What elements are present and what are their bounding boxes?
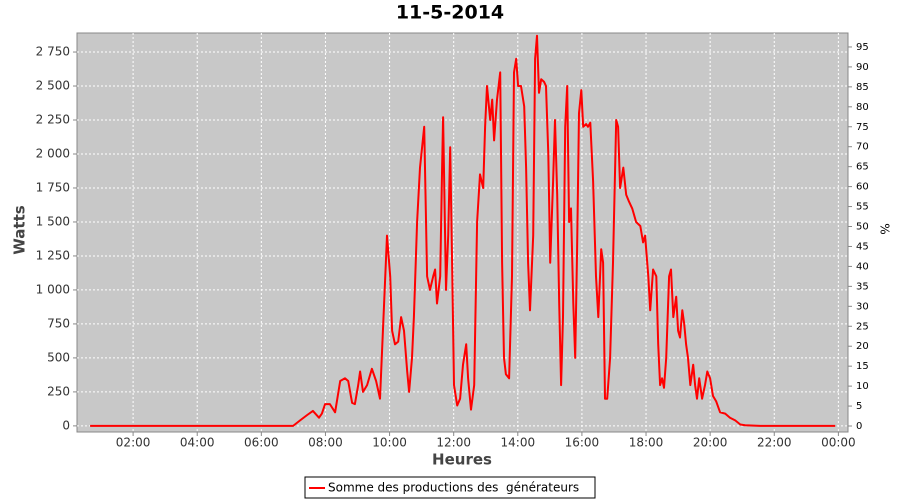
legend-label: Somme des productions des générateurs [328,481,579,495]
y2-tick-label: 50 [856,222,869,233]
y2-tick-label: 20 [856,341,869,352]
x-axis-label: Heures [432,451,492,469]
x-tick-label: 06:00 [244,436,279,450]
y2-tick-label: 70 [856,142,869,153]
y2-tick-label: 75 [856,122,869,133]
y-tick-label: 500 [47,350,70,364]
y2-tick-label: 60 [856,182,869,193]
y-tick-label: 1 250 [36,248,70,262]
x-tick-label: 08:00 [308,436,343,450]
y2-tick-label: 5 [856,401,862,412]
y-tick-label: 750 [47,316,70,330]
y-tick-label: 1 000 [36,282,70,296]
y2-tick-label: 10 [856,381,869,392]
x-tick-label: 18:00 [629,436,664,450]
y-tick-label: 1 750 [36,180,70,194]
y-tick-label: 2 250 [36,113,70,127]
x-tick-label: 00:00 [821,436,856,450]
x-tick-label: 04:00 [180,436,215,450]
y2-tick-label: 45 [856,241,869,252]
y-axis-label: Watts [11,205,29,254]
y-tick-label: 250 [47,384,70,398]
y-tick-label: 0 [62,418,70,432]
y2-tick-label: 0 [856,421,862,432]
y2-tick-label: 35 [856,281,869,292]
y2-tick-label: 15 [856,361,869,372]
x-tick-label: 10:00 [372,436,407,450]
chart-title: 11-5-2014 [396,2,504,24]
x-tick-label: 20:00 [693,436,728,450]
y2-tick-label: 80 [856,102,869,113]
y2-tick-label: 25 [856,321,869,332]
series-line [90,34,836,427]
y2-tick-label: 55 [856,202,869,213]
y-tick-label: 2 000 [36,146,70,160]
y2-tick-label: 95 [856,42,869,53]
y-tick-label: 1 500 [36,214,70,228]
y2-tick-label: 30 [856,301,869,312]
y-tick-label: 2 750 [36,45,70,59]
y2-tick-label: 90 [856,62,869,73]
x-tick-label: 14:00 [501,436,536,450]
y2-tick-label: 40 [856,261,869,272]
y-tick-label: 2 500 [36,79,70,93]
legend-box [304,476,596,499]
x-tick-label: 16:00 [565,436,600,450]
x-tick-label: 12:00 [436,436,471,450]
y2-axis-label: % [878,223,892,234]
x-tick-label: 02:00 [116,436,151,450]
y2-tick-label: 65 [856,162,869,173]
y2-tick-label: 85 [856,82,869,93]
x-tick-label: 22:00 [757,436,792,450]
